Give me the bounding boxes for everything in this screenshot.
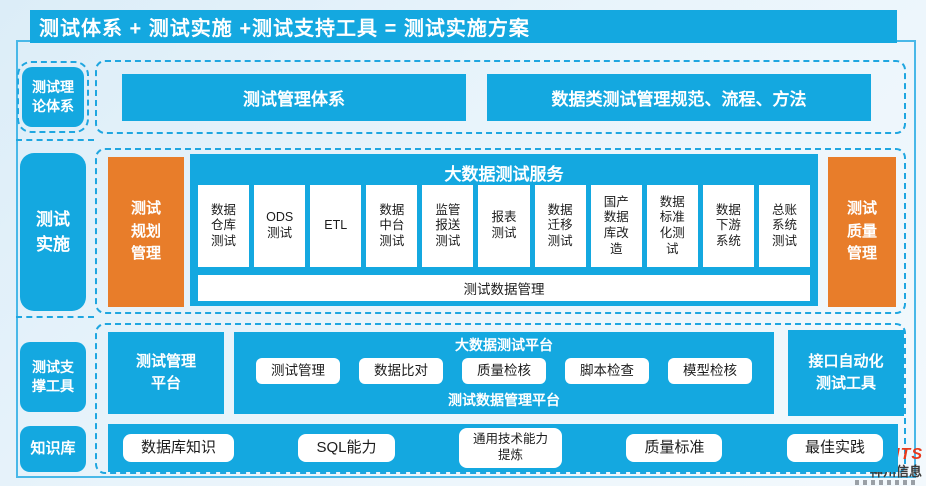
row-separator-1 xyxy=(16,139,94,141)
api-automation-tool-box: 接口自动化测试工具 xyxy=(788,330,904,416)
platform-button: 数据比对 xyxy=(359,358,443,384)
service-cell: 数据中台测试 xyxy=(366,185,418,267)
test-quality-management-box: 测试质量管理 xyxy=(828,157,896,307)
implementation-row-container xyxy=(95,148,906,314)
data-test-standards-box: 数据类测试管理规范、流程、方法 xyxy=(487,74,871,121)
sidebar-label-implementation: 测试实施 xyxy=(20,153,86,311)
sidebar-label-theory: 测试理论体系 xyxy=(22,67,84,127)
test-data-management-bar: 测试数据管理 xyxy=(198,275,810,301)
bigdata-test-service-title: 大数据测试服务 xyxy=(444,165,564,184)
service-cell-list: 数据仓库测试 ODS测试 ETL 数据中台测试 监管报送测试 报表测试 数据迁移测试 国产数据… xyxy=(190,185,818,267)
bigdata-test-service-panel: 大数据测试服务 数据仓库测试 ODS测试 ETL 数据中台测试 监管报送测试 报表测试 数据… xyxy=(190,154,818,306)
knowledge-item: 数据库知识 xyxy=(123,433,235,463)
service-cell: ETL xyxy=(310,185,362,267)
sidebar-label-support-tools: 测试支撑工具 xyxy=(20,342,86,412)
knowledge-item: 通用技术能力 提炼 xyxy=(458,428,562,468)
test-management-platform-box: 测试管理平台 xyxy=(108,332,224,414)
platform-button: 质量检核 xyxy=(462,358,546,384)
service-cell: 国产数据库改造 xyxy=(590,185,642,267)
logo-caption-marks xyxy=(855,480,918,485)
test-data-management-platform-title: 测试数据管理平台 xyxy=(448,392,560,408)
knowledge-item: 质量标准 xyxy=(626,433,723,463)
test-planning-management-box: 测试规划管理 xyxy=(108,157,184,307)
tools-knowledge-row-container xyxy=(95,323,906,474)
test-management-system-box: 测试管理体系 xyxy=(122,74,466,121)
service-cell: 数据标准化测试 xyxy=(646,185,698,267)
platform-button: 脚本检查 xyxy=(565,358,649,384)
service-cell: 报表测试 xyxy=(478,185,530,267)
knowledge-item: SQL能力 xyxy=(298,433,395,463)
service-cell: 数据下游系统 xyxy=(702,185,754,267)
service-cell: 监管报送测试 xyxy=(422,185,474,267)
bigdata-test-platform-title: 大数据测试平台 xyxy=(455,337,553,353)
service-cell: ODS测试 xyxy=(254,185,306,267)
bigdata-test-platform-panel: 大数据测试平台 测试管理 数据比对 质量检核 脚本检查 模型检核 测试数据管理平台 xyxy=(234,332,774,414)
knowledge-item: 最佳实践 xyxy=(786,433,883,463)
platform-button-list: 测试管理 数据比对 质量检核 脚本检查 模型检核 xyxy=(234,358,774,384)
service-cell: 数据迁移测试 xyxy=(534,185,586,267)
service-cell: 总账系统测试 xyxy=(758,185,811,267)
sidebar-label-knowledge-base: 知识库 xyxy=(20,426,86,472)
page-title: 测试体系 + 测试实施 +测试支持工具 = 测试实施方案 xyxy=(30,10,897,43)
platform-button: 测试管理 xyxy=(256,358,340,384)
row-separator-2 xyxy=(16,316,94,318)
knowledge-base-panel: 数据库知识 SQL能力 通用技术能力 提炼 质量标准 最佳实践 xyxy=(108,424,898,472)
theory-label-dashed-outline xyxy=(17,61,89,133)
platform-button: 模型检核 xyxy=(668,358,752,384)
service-cell: 数据仓库测试 xyxy=(198,185,250,267)
theory-row-container xyxy=(95,60,906,134)
